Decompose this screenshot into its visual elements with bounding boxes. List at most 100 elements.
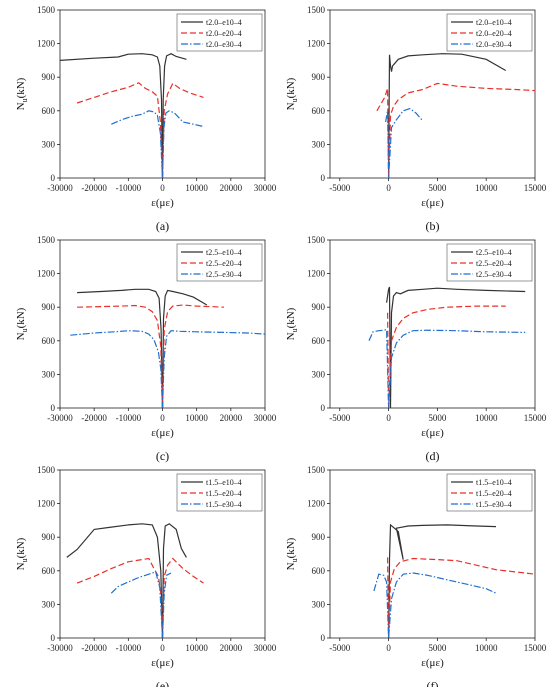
series-line bbox=[110, 571, 164, 638]
y-tick-label: 300 bbox=[42, 139, 56, 149]
panel-label: (e) bbox=[156, 679, 169, 687]
y-tick-label: 900 bbox=[312, 302, 326, 312]
legend-entry: t2.5–e30–4 bbox=[476, 270, 512, 279]
chart-panel: 0 300 600 900 1200 1500 -30000 -20000 -10000 0 100… bbox=[15, 235, 277, 463]
x-tick-label: 0 bbox=[386, 183, 391, 193]
panel-label: (b) bbox=[426, 219, 440, 233]
y-tick-label: 900 bbox=[42, 302, 56, 312]
y-tick-label: 1200 bbox=[37, 39, 56, 49]
x-tick-label: 10000 bbox=[475, 643, 498, 653]
legend-entry: t1.5–e10–4 bbox=[476, 478, 512, 487]
x-tick-label: -10000 bbox=[116, 643, 142, 653]
series-line bbox=[161, 82, 204, 178]
series-line bbox=[161, 557, 204, 638]
series-line bbox=[60, 53, 164, 178]
x-tick-label: 20000 bbox=[220, 413, 243, 423]
x-tick-label: 20000 bbox=[220, 183, 243, 193]
panel-label: (c) bbox=[156, 449, 169, 463]
legend-entry: t1.5–e30–4 bbox=[476, 500, 512, 509]
x-tick-label: 0 bbox=[160, 643, 165, 653]
legend-entry: t1.5–e30–4 bbox=[206, 500, 242, 509]
y-tick-label: 300 bbox=[312, 139, 326, 149]
x-tick-label: 15000 bbox=[524, 413, 547, 423]
series-line bbox=[111, 110, 164, 178]
x-tick-label: -30000 bbox=[47, 413, 73, 423]
x-axis-label: ε(με) bbox=[151, 427, 174, 439]
y-tick-label: 900 bbox=[42, 532, 56, 542]
x-tick-label: 30000 bbox=[254, 643, 277, 653]
y-tick-label: 300 bbox=[42, 369, 56, 379]
legend-entry: t2.0–e10–4 bbox=[476, 18, 512, 27]
legend-entry: t2.0–e30–4 bbox=[476, 40, 512, 49]
y-axis-label: Nu(kN) bbox=[285, 307, 299, 340]
x-tick-label: -30000 bbox=[47, 643, 73, 653]
y-axis-label: Nu(kN) bbox=[15, 307, 29, 340]
y-tick-label: 1500 bbox=[307, 465, 326, 475]
x-tick-label: 20000 bbox=[220, 643, 243, 653]
series-line bbox=[161, 330, 265, 408]
series-line bbox=[387, 305, 506, 408]
y-tick-label: 1200 bbox=[307, 269, 326, 279]
legend-box bbox=[446, 13, 533, 52]
plot-frame bbox=[329, 9, 536, 179]
series-line bbox=[386, 286, 526, 408]
y-tick-label: 0 bbox=[51, 633, 56, 643]
y-tick-label: 300 bbox=[312, 599, 326, 609]
x-tick-label: 10000 bbox=[475, 183, 498, 193]
series-line bbox=[77, 304, 164, 408]
x-axis-label: ε(με) bbox=[421, 197, 444, 209]
y-tick-label: 600 bbox=[42, 106, 56, 116]
series-group bbox=[368, 286, 526, 408]
y-tick-label: 600 bbox=[312, 106, 326, 116]
x-tick-label: 0 bbox=[386, 643, 391, 653]
series-line bbox=[77, 288, 164, 408]
series-line bbox=[373, 572, 497, 638]
legend-entry: t2.5–e10–4 bbox=[476, 248, 512, 257]
x-axis-label: ε(με) bbox=[151, 657, 174, 669]
x-tick-label: -20000 bbox=[81, 183, 107, 193]
panel-label: (f) bbox=[427, 679, 439, 687]
series-line bbox=[376, 82, 535, 178]
y-tick-label: 1200 bbox=[307, 499, 326, 509]
series-line bbox=[161, 572, 172, 638]
x-tick-label: 0 bbox=[386, 413, 391, 423]
y-tick-label: 0 bbox=[51, 403, 56, 413]
series-group bbox=[60, 53, 204, 178]
series-line bbox=[161, 289, 208, 408]
y-tick-label: 0 bbox=[321, 403, 326, 413]
panel-label: (a) bbox=[156, 219, 169, 233]
y-tick-label: 0 bbox=[321, 173, 326, 183]
x-axis-label: ε(με) bbox=[151, 197, 174, 209]
legend-entry: t1.5–e10–4 bbox=[206, 478, 242, 487]
x-tick-label: 10000 bbox=[185, 413, 208, 423]
x-tick-label: -10000 bbox=[116, 183, 142, 193]
y-tick-label: 0 bbox=[51, 173, 56, 183]
x-tick-label: -5000 bbox=[329, 643, 350, 653]
x-tick-label: -10000 bbox=[116, 413, 142, 423]
y-axis-label: Nu(kN) bbox=[15, 77, 29, 110]
series-line bbox=[161, 523, 187, 638]
y-tick-label: 600 bbox=[42, 566, 56, 576]
y-tick-label: 900 bbox=[42, 72, 56, 82]
chart-panel: 0 300 600 900 1200 1500 -30000 -20000 -10000 0 100… bbox=[15, 5, 277, 233]
x-tick-label: 5000 bbox=[428, 183, 447, 193]
legend-entry: t1.5–e20–4 bbox=[206, 489, 242, 498]
series-line bbox=[385, 107, 423, 178]
y-tick-label: 1200 bbox=[37, 269, 56, 279]
y-tick-label: 0 bbox=[321, 633, 326, 643]
y-tick-label: 600 bbox=[312, 566, 326, 576]
series-line bbox=[368, 328, 526, 408]
legend-entry: t2.0–e20–4 bbox=[476, 29, 512, 38]
x-tick-label: 30000 bbox=[254, 183, 277, 193]
panel-label: (d) bbox=[426, 449, 440, 463]
x-tick-label: -20000 bbox=[81, 413, 107, 423]
x-tick-label: 5000 bbox=[428, 413, 447, 423]
y-axis-label: Nu(kN) bbox=[285, 77, 299, 110]
series-line bbox=[70, 330, 164, 408]
x-tick-label: -5000 bbox=[329, 183, 350, 193]
series-line bbox=[161, 304, 225, 408]
